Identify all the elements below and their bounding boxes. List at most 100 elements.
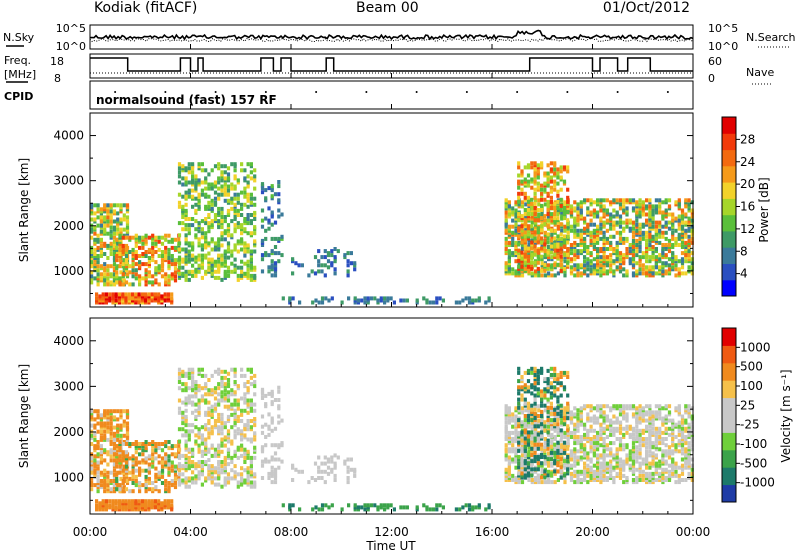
power-cell (213, 190, 218, 195)
velocity-cell (236, 419, 240, 423)
velocity-cell (151, 440, 155, 444)
power-cell (253, 168, 257, 173)
power-cell (273, 192, 278, 197)
velocity-cell (181, 427, 185, 432)
power-cell (553, 187, 557, 192)
velocity-cell (556, 414, 560, 419)
power-cell (223, 170, 227, 175)
power-cell (645, 198, 649, 203)
velocity-cell (530, 420, 534, 425)
velocity-cell (596, 459, 600, 464)
velocity-cell (550, 424, 554, 429)
velocity-cell (181, 421, 185, 426)
power-cell (687, 226, 691, 231)
velocity-cell (246, 386, 250, 391)
velocity-cell (124, 487, 129, 492)
velocity-cell (596, 439, 600, 444)
power-cell (684, 240, 688, 245)
power-cell (517, 266, 521, 271)
power-cell (184, 259, 188, 264)
power-cell (680, 251, 685, 256)
velocity-cell (103, 433, 107, 438)
power-cell (592, 238, 596, 243)
velocity-cell (504, 453, 508, 458)
power-cell (550, 273, 554, 278)
velocity-cell (346, 469, 350, 474)
power-cell (556, 242, 560, 247)
power-cell (641, 200, 645, 205)
power-cell (622, 228, 626, 233)
velocity-cell (187, 464, 191, 469)
velocity-cell (210, 478, 214, 483)
power-cell (526, 199, 531, 204)
velocity-cell (204, 449, 208, 454)
velocity-cell (240, 373, 244, 378)
velocity-cell (253, 417, 257, 421)
velocity-cell (635, 445, 639, 450)
velocity-cell (230, 455, 234, 460)
power-cell (210, 219, 214, 224)
velocity-cell (197, 443, 201, 448)
power-cell (96, 260, 100, 265)
velocity-cell (246, 398, 250, 403)
velocity-cell (230, 412, 234, 417)
velocity-cell (253, 384, 257, 389)
velocity-cell (240, 419, 244, 423)
velocity-cell (527, 449, 531, 454)
power-cell (540, 197, 544, 202)
velocity-cell (622, 467, 626, 472)
velocity-cell (615, 447, 619, 452)
power-cell (267, 269, 271, 274)
power-cell (226, 192, 231, 197)
velocity-cell (90, 481, 94, 485)
velocity-cell (223, 455, 227, 460)
power-cell (658, 240, 662, 245)
velocity-cell (243, 478, 247, 483)
power-cell (317, 269, 321, 274)
power-cell (615, 257, 619, 262)
power-cell (236, 265, 240, 270)
velocity-cell (112, 448, 117, 453)
power-cell (226, 166, 231, 171)
velocity-cell (187, 423, 191, 428)
velocity-cell (138, 466, 142, 471)
power-cell (605, 257, 609, 262)
velocity-cell (236, 431, 240, 436)
velocity-cell (187, 466, 191, 471)
velocity-cell (300, 469, 304, 474)
velocity-cell (150, 505, 154, 510)
velocity-cell (586, 418, 590, 423)
power-cell (210, 239, 214, 244)
velocity-cell (191, 476, 195, 481)
power-cell (181, 247, 185, 252)
power-cell (562, 216, 567, 221)
power-cell (654, 204, 658, 209)
velocity-cell (540, 467, 544, 472)
velocity-cell (116, 483, 120, 488)
velocity-cell (363, 503, 367, 508)
power-cell (246, 180, 250, 185)
power-cell (191, 178, 195, 183)
velocity-cell (553, 435, 557, 439)
power-cell (373, 296, 377, 301)
velocity-cell (164, 479, 168, 483)
power-cell (226, 223, 231, 228)
power-cell (530, 197, 534, 202)
velocity-cell (425, 505, 429, 510)
power-cell (569, 204, 574, 209)
velocity-cell (507, 476, 511, 480)
velocity-cell (576, 435, 580, 439)
power-cell (131, 274, 135, 279)
power-cell (635, 243, 639, 247)
power-cell (618, 257, 623, 262)
power-cell (592, 269, 596, 274)
power-cell (547, 257, 551, 262)
power-cell (458, 300, 462, 305)
velocity-cell (134, 501, 138, 506)
velocity-cell (514, 422, 518, 427)
velocity-cell (641, 418, 645, 423)
power-cell (116, 203, 120, 208)
power-cell (533, 187, 537, 192)
power-cell (138, 245, 142, 250)
power-cell (553, 201, 557, 206)
